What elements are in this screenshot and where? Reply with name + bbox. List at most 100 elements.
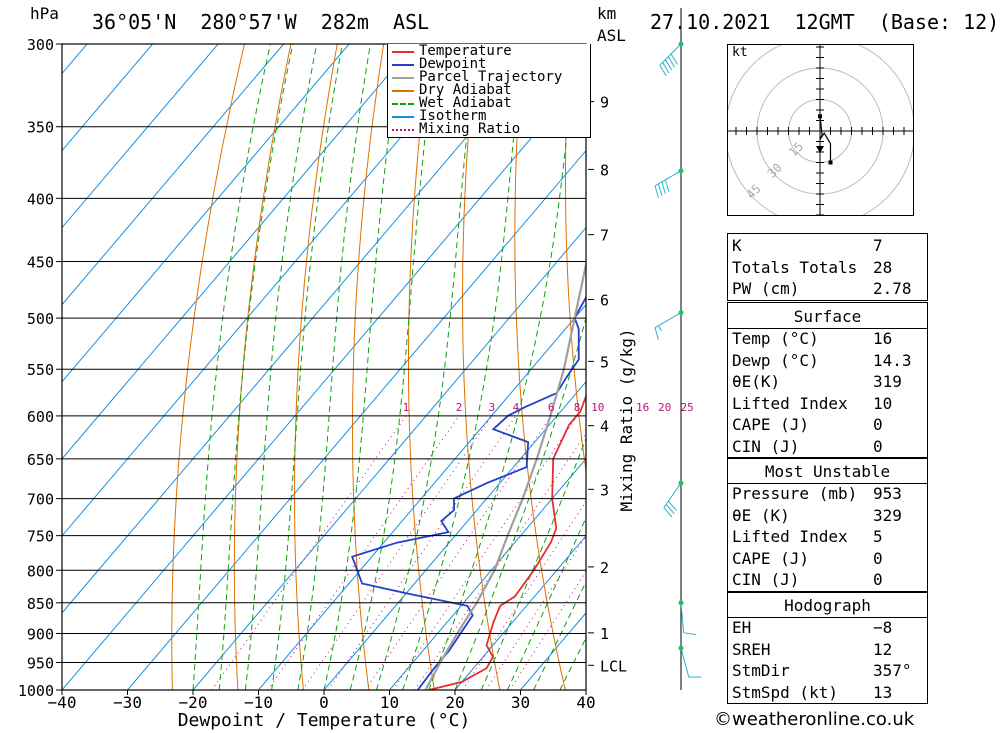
legend-swatch bbox=[392, 77, 414, 79]
wind-barb bbox=[654, 310, 684, 340]
most-unstable-label: CIN (J) bbox=[732, 570, 800, 589]
most-unstable-value: 0 bbox=[873, 570, 883, 589]
isotherm-line bbox=[62, 44, 219, 229]
index-value: 2.78 bbox=[873, 279, 912, 298]
surface-label: Dewp (°C) bbox=[732, 350, 819, 370]
surface-label: CIN (J) bbox=[732, 436, 800, 456]
most-unstable-value: 5 bbox=[873, 527, 883, 546]
surface-label: CAPE (J) bbox=[732, 415, 810, 434]
surface-value: 14.3 bbox=[873, 350, 912, 370]
isotherm-line bbox=[454, 535, 586, 690]
wind-barb-flag bbox=[654, 185, 659, 198]
hodograph-stat-value: −8 bbox=[873, 618, 893, 637]
dry-adiabat-line bbox=[514, 44, 566, 690]
x-tick-label: −40 bbox=[48, 693, 77, 712]
hodograph-start-marker bbox=[818, 114, 822, 119]
hodograph-stat-label: StmDir bbox=[732, 661, 790, 680]
isotherm-line bbox=[323, 380, 586, 690]
pressure-tick-label: 300 bbox=[27, 36, 54, 54]
pressure-tick-label: 650 bbox=[27, 451, 54, 469]
mixing-ratio-label: 4 bbox=[513, 401, 520, 414]
km-tick-label: 4 bbox=[600, 418, 609, 436]
most-unstable-value: 0 bbox=[873, 548, 883, 568]
wind-barb-flag bbox=[664, 179, 670, 192]
wet-adiabat-line bbox=[480, 437, 586, 690]
x-tick-label: 20 bbox=[445, 693, 464, 712]
legend: Temperature Dewpoint Parcel Trajectory Dry … bbox=[387, 44, 591, 138]
km-tick-label: LCL bbox=[600, 657, 627, 675]
pressure-tick-label: 550 bbox=[27, 361, 54, 379]
wet-adiabat-line bbox=[297, 44, 371, 690]
hodograph-ring-label: 45 bbox=[744, 182, 764, 202]
wind-barb-shaft bbox=[654, 312, 682, 329]
legend-swatch bbox=[392, 116, 414, 118]
x-tick-label: 0 bbox=[319, 693, 329, 712]
pressure-tick-label: 900 bbox=[27, 625, 54, 643]
hodograph-ring-label: 15 bbox=[786, 139, 806, 159]
isotherm-line bbox=[62, 44, 481, 537]
mixing-ratio-label: 16 bbox=[636, 401, 649, 414]
x-tick-label: −10 bbox=[244, 693, 273, 712]
mixing-ratio-line bbox=[364, 415, 552, 690]
mixing-ratio-line bbox=[211, 415, 407, 690]
isotherm-line bbox=[62, 44, 284, 306]
hodograph-stat-label: SREH bbox=[732, 639, 771, 659]
credit-text: ©weatheronline.co.uk bbox=[714, 709, 915, 730]
surface-value: 16 bbox=[873, 329, 893, 348]
wind-barb-dot bbox=[678, 168, 684, 174]
wind-barb-flag bbox=[662, 62, 670, 74]
pressure-unit-label: hPa bbox=[30, 4, 59, 23]
hodograph-end-marker bbox=[828, 160, 833, 165]
wind-barb-shaft bbox=[680, 602, 685, 633]
isotherm-line bbox=[258, 303, 586, 690]
isotherm-line bbox=[62, 44, 415, 460]
location-title: 36°05'N 280°57'W 282m ASL bbox=[92, 10, 430, 34]
surface-value: 0 bbox=[873, 415, 883, 434]
wind-barb-half-flag bbox=[658, 325, 662, 332]
pressure-tick-label: 500 bbox=[27, 310, 54, 328]
wet-adiabat-line bbox=[244, 44, 318, 690]
hodograph-unit-label: kt bbox=[732, 45, 748, 60]
wet-adiabat-line bbox=[375, 44, 477, 690]
pressure-tick-label: 600 bbox=[27, 408, 54, 426]
wind-barb-flag bbox=[654, 327, 659, 340]
mixing-ratio-label: 10 bbox=[591, 401, 604, 414]
legend-swatch bbox=[392, 51, 414, 53]
pressure-tick-label: 750 bbox=[27, 528, 54, 546]
surface-label: Lifted Index bbox=[732, 393, 848, 413]
dry-adiabat-line bbox=[941, 44, 1000, 690]
km-tick-label: 6 bbox=[600, 292, 609, 310]
wind-barb-flag bbox=[670, 53, 678, 65]
wind-barb-flag bbox=[659, 64, 667, 77]
legend-label: Wet Adiabat bbox=[419, 95, 512, 111]
wet-adiabat-line bbox=[349, 44, 437, 690]
pressure-tick-label: 700 bbox=[27, 491, 54, 509]
wind-barb bbox=[678, 645, 702, 678]
dry-adiabat-line bbox=[171, 44, 245, 690]
datetime-title: 27.10.2021 12GMT (Base: 12) bbox=[650, 10, 1000, 34]
surface-label: θE(K) bbox=[732, 372, 781, 391]
km-tick-label: 5 bbox=[600, 353, 609, 371]
x-tick-label: −30 bbox=[113, 693, 142, 712]
legend-item: Isotherm bbox=[392, 109, 587, 123]
dry-adiabat-line bbox=[352, 44, 385, 690]
wind-barb-dot bbox=[678, 41, 684, 47]
parcel-trajectory-line bbox=[424, 259, 586, 690]
wind-barb-dot bbox=[678, 645, 684, 651]
wet-adiabat-line bbox=[506, 516, 586, 690]
isotherm-line bbox=[127, 149, 586, 690]
km-tick-label: 7 bbox=[600, 227, 609, 245]
legend-swatch bbox=[392, 64, 414, 66]
legend-item: Wet Adiabat bbox=[392, 95, 587, 111]
wind-barb-dot bbox=[678, 310, 684, 316]
index-value: 28 bbox=[873, 257, 893, 277]
mixing-ratio-label: 25 bbox=[681, 401, 694, 414]
x-tick-label: 10 bbox=[380, 693, 399, 712]
surface-title: Surface bbox=[793, 307, 862, 326]
pressure-tick-label: 950 bbox=[27, 654, 54, 672]
km-tick-label: 2 bbox=[600, 559, 609, 577]
mixing-ratio-line bbox=[302, 415, 493, 690]
wind-barb-shaft bbox=[659, 43, 682, 66]
wind-barb-flag bbox=[665, 59, 673, 71]
km-tick-label: 1 bbox=[600, 625, 609, 643]
